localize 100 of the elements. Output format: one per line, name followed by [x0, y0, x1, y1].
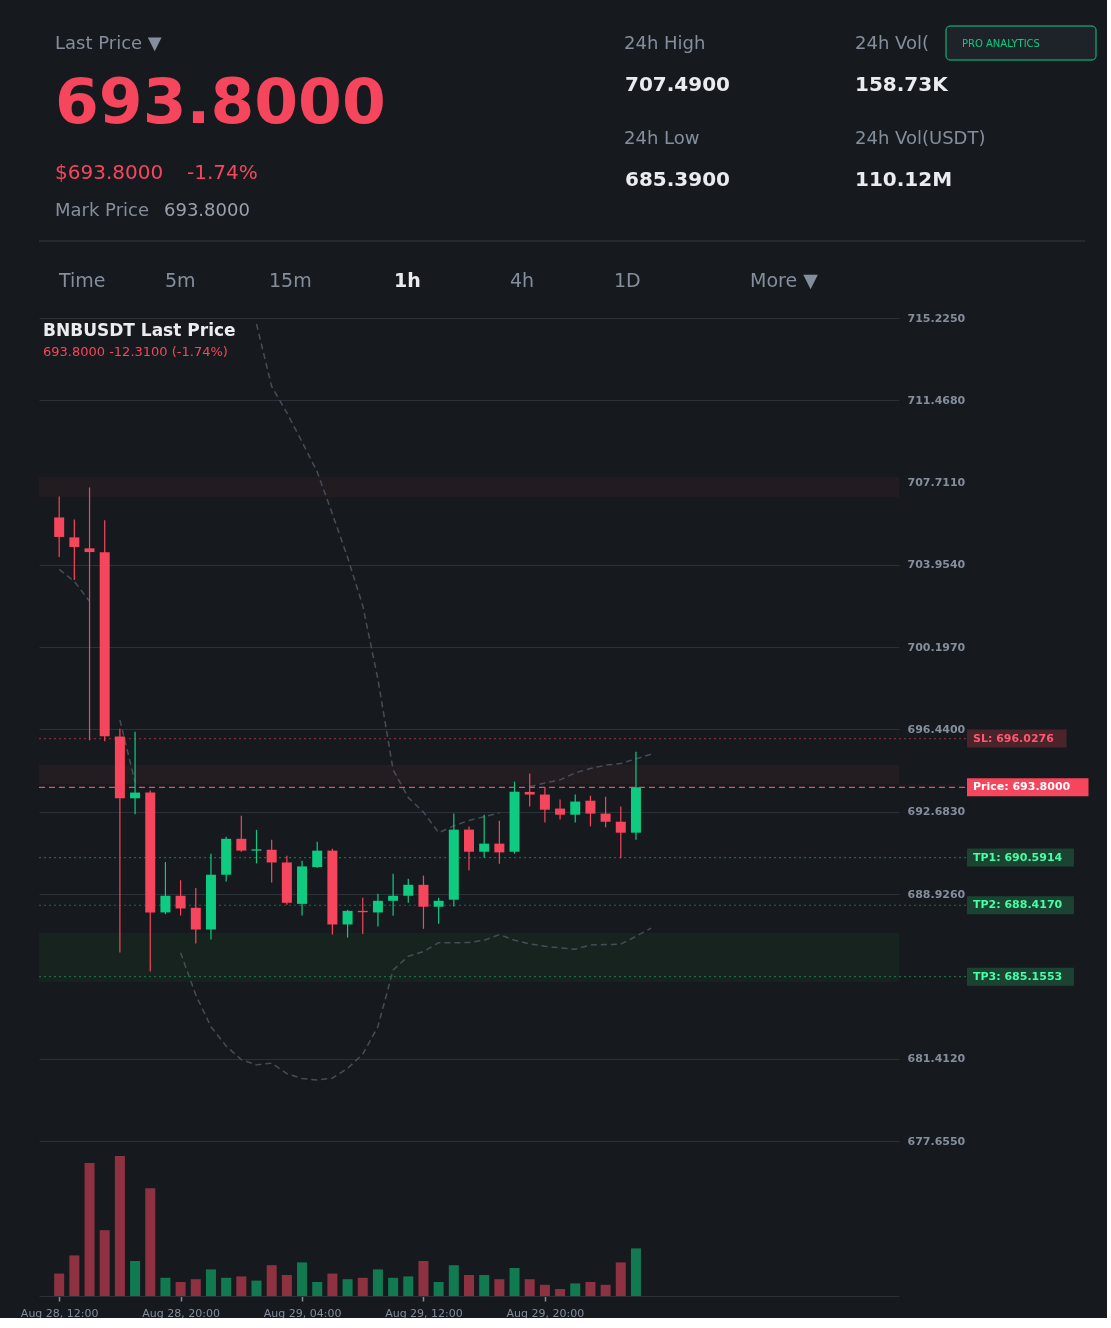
- bar: [175, 1282, 186, 1296]
- x-tick-label: Aug 29, 04:00: [263, 1306, 342, 1320]
- candlestick: [251, 829, 262, 864]
- y-tick-label: 700.1970: [907, 640, 966, 654]
- text: 5m: [165, 269, 196, 291]
- bar: [54, 1273, 65, 1296]
- bar: [281, 1275, 292, 1296]
- x-tick-label: Aug 29, 20:00: [506, 1306, 585, 1320]
- bar: [69, 1255, 80, 1296]
- y-tick-label: 681.4120: [907, 1052, 966, 1066]
- bar: [205, 1269, 216, 1296]
- candlestick: [236, 815, 247, 853]
- candlestick: [84, 486, 95, 741]
- text: -1.74%: [187, 160, 258, 184]
- text: 110.12M: [855, 167, 953, 191]
- candlestick: [600, 796, 611, 828]
- x-tick-label: Aug 29, 12:00: [385, 1306, 463, 1320]
- candlestick: [54, 495, 65, 558]
- ref-line-label: Price: 693.8000: [973, 780, 1071, 794]
- bar: [479, 1275, 490, 1296]
- bar: [570, 1283, 581, 1296]
- text: Mark Price: [55, 199, 150, 220]
- text: More ▼: [750, 269, 819, 291]
- text: $693.8000: [55, 160, 164, 184]
- bar: [524, 1279, 535, 1296]
- y-tick-label: 692.6830: [907, 805, 966, 819]
- bar: [448, 1265, 459, 1296]
- text: 24h Vol(USDT): [855, 127, 986, 148]
- bar: [403, 1276, 414, 1296]
- candlestick: [266, 839, 277, 883]
- bar: [84, 1163, 95, 1296]
- bar: [539, 1284, 550, 1296]
- candlestick: [433, 897, 444, 925]
- y-tick-label: 715.2250: [907, 311, 966, 325]
- bar: [372, 1269, 383, 1296]
- ref-line-label: TP2: 688.4170: [973, 898, 1063, 912]
- candlestick: [388, 873, 399, 917]
- text: 1h: [394, 269, 421, 291]
- text: 707.4900: [625, 72, 731, 96]
- x-tick-label: Aug 28, 20:00: [142, 1306, 220, 1320]
- candlestick: [615, 806, 626, 859]
- candlestick: [570, 793, 581, 824]
- candlestick: [555, 799, 566, 821]
- bar: [494, 1279, 505, 1296]
- bar: [509, 1268, 520, 1296]
- y-tick-label: 688.9260: [907, 887, 966, 901]
- candlestick: [494, 820, 505, 865]
- text: Last Price ▼: [55, 32, 162, 53]
- bar: [464, 1275, 474, 1296]
- text: 693.8000: [164, 199, 250, 220]
- chart-title: BNBUSDT Last Price: [43, 320, 236, 340]
- bar: [266, 1265, 277, 1296]
- ref-line-label: TP3: 685.1553: [973, 969, 1063, 983]
- bar: [600, 1284, 611, 1296]
- bar: [99, 1230, 110, 1296]
- candlestick: [464, 825, 474, 871]
- y-tick-label: 703.9540: [907, 558, 966, 572]
- bar: [160, 1277, 171, 1296]
- candlestick: [160, 861, 171, 915]
- bar: [130, 1261, 141, 1296]
- candlestick: [403, 878, 414, 904]
- candlestick: [175, 879, 186, 917]
- text: 24h High: [624, 32, 706, 53]
- bar: [630, 1248, 641, 1296]
- bar: [236, 1276, 247, 1296]
- text: 24h Low: [624, 127, 700, 148]
- text: 24h Vol(: [855, 32, 929, 53]
- bar: [418, 1261, 429, 1296]
- y-tick-label: 677.6550: [907, 1134, 966, 1148]
- ref-line-label: TP1: 690.5914: [973, 850, 1063, 864]
- y-tick-label: 707.7110: [907, 476, 966, 490]
- candlestick: [312, 841, 323, 869]
- bar: [251, 1280, 262, 1296]
- text: 15m: [269, 269, 312, 291]
- text: 158.73K: [855, 72, 950, 96]
- bar: [555, 1289, 566, 1296]
- bar: [221, 1277, 232, 1296]
- bar: [342, 1279, 353, 1296]
- candlestick: [190, 887, 201, 945]
- text: 4h: [510, 269, 535, 291]
- bar: [615, 1262, 626, 1296]
- text: 693.8000 -12.3100 (-1.74%): [43, 344, 228, 359]
- bar: [114, 1156, 125, 1296]
- text: Time: [58, 269, 106, 291]
- bar: [433, 1282, 444, 1296]
- bar: [145, 1188, 156, 1296]
- bar: [312, 1282, 323, 1296]
- candlestick: [585, 795, 596, 827]
- candlestick: [69, 518, 80, 581]
- bar: [585, 1282, 596, 1296]
- bar: [327, 1273, 338, 1296]
- candlestick: [479, 814, 490, 859]
- bar: [190, 1279, 201, 1296]
- candlestick: [342, 909, 353, 939]
- bar: [357, 1277, 368, 1296]
- text: 1D: [614, 269, 641, 291]
- ref-line-label: SL: 696.0276: [973, 731, 1055, 745]
- text: PRO ANALYTICS: [962, 38, 1040, 49]
- x-tick-label: Aug 28, 12:00: [20, 1306, 99, 1320]
- candlestick: [372, 893, 383, 928]
